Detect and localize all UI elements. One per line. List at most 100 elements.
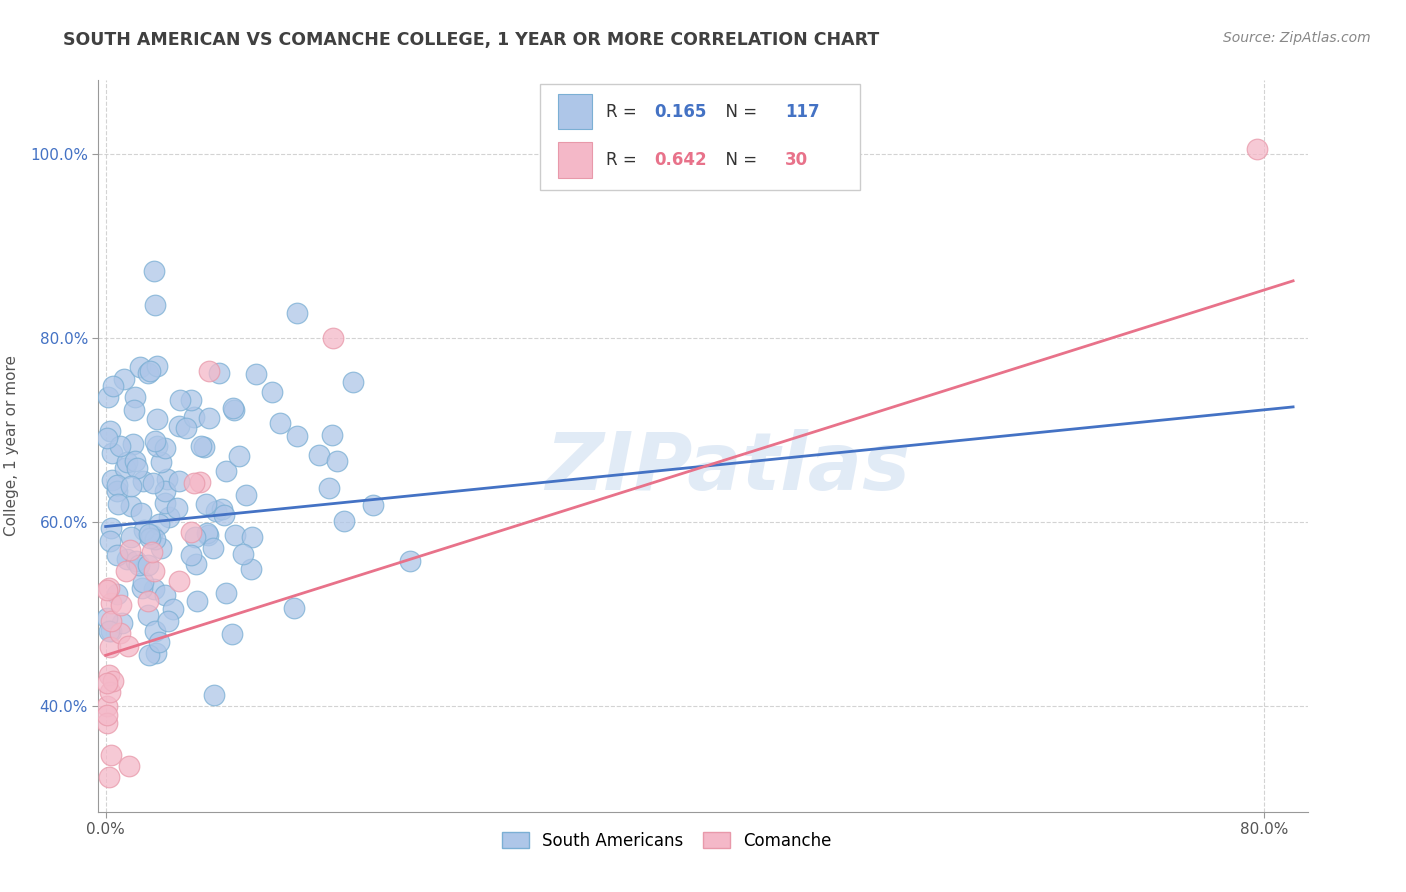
Point xyxy=(285,429,308,443)
Point xyxy=(138,366,160,380)
Point xyxy=(333,515,356,529)
Point xyxy=(211,502,233,516)
Point xyxy=(325,454,347,468)
Point xyxy=(145,439,167,453)
Text: 0.642: 0.642 xyxy=(655,151,707,169)
Point xyxy=(157,510,180,524)
Point xyxy=(153,495,176,509)
Point xyxy=(114,461,136,475)
Point xyxy=(398,554,420,568)
Point xyxy=(228,449,250,463)
Point xyxy=(100,615,122,629)
Point xyxy=(101,446,124,460)
Point xyxy=(198,411,221,425)
Point xyxy=(245,368,267,382)
Point xyxy=(186,593,208,607)
Point xyxy=(115,552,138,566)
Point xyxy=(180,525,202,540)
Point xyxy=(98,685,121,699)
Point xyxy=(112,371,135,385)
Point xyxy=(260,384,283,399)
Text: 30: 30 xyxy=(785,151,808,169)
Point xyxy=(128,558,150,573)
Point xyxy=(98,668,121,682)
FancyBboxPatch shape xyxy=(558,95,592,129)
Point xyxy=(138,648,160,662)
Point xyxy=(222,402,245,417)
Point xyxy=(124,554,146,568)
Point xyxy=(202,541,225,555)
Point xyxy=(100,473,122,487)
Point xyxy=(1246,142,1268,156)
Point xyxy=(108,626,131,640)
Point xyxy=(198,364,221,378)
Point xyxy=(138,558,160,573)
Point xyxy=(318,481,340,495)
Point xyxy=(195,497,218,511)
Point xyxy=(143,532,166,546)
Point xyxy=(239,562,262,576)
Point xyxy=(166,501,188,516)
FancyBboxPatch shape xyxy=(540,84,860,190)
Point xyxy=(322,331,344,345)
Point xyxy=(129,506,152,520)
Point xyxy=(97,390,120,404)
Point xyxy=(131,575,153,590)
Point xyxy=(156,472,179,486)
Point xyxy=(202,689,225,703)
Point xyxy=(321,428,343,442)
Y-axis label: College, 1 year or more: College, 1 year or more xyxy=(4,356,18,536)
Point xyxy=(120,479,142,493)
Point xyxy=(153,587,176,601)
Point xyxy=(103,673,125,688)
Point xyxy=(167,418,190,433)
Point xyxy=(107,497,129,511)
Text: ZIPatlas: ZIPatlas xyxy=(544,429,910,507)
Text: Source: ZipAtlas.com: Source: ZipAtlas.com xyxy=(1223,31,1371,45)
Point xyxy=(221,626,243,640)
Point xyxy=(124,391,146,405)
Text: R =: R = xyxy=(606,151,643,169)
Point xyxy=(361,499,384,513)
Point xyxy=(183,410,205,425)
Point xyxy=(214,464,236,478)
Point xyxy=(156,614,179,628)
Point xyxy=(283,601,305,615)
Point xyxy=(124,453,146,467)
Point xyxy=(188,475,211,490)
Point xyxy=(108,439,131,453)
Point xyxy=(100,596,122,610)
Point xyxy=(183,476,205,491)
Point xyxy=(96,675,118,690)
Point xyxy=(167,474,190,488)
Point xyxy=(97,770,120,784)
Text: R =: R = xyxy=(606,103,643,120)
Point xyxy=(131,581,153,595)
Point xyxy=(96,431,118,445)
Point xyxy=(96,707,118,722)
Point xyxy=(136,607,159,622)
Point xyxy=(148,516,170,531)
Point xyxy=(98,624,121,638)
Point xyxy=(142,582,165,597)
Point xyxy=(153,441,176,455)
Point xyxy=(139,531,162,545)
Point xyxy=(100,747,122,762)
Point xyxy=(146,359,169,373)
Point xyxy=(132,523,155,537)
Point xyxy=(110,599,132,613)
Point xyxy=(141,545,163,559)
Point xyxy=(146,411,169,425)
Point xyxy=(205,504,228,518)
Point xyxy=(224,528,246,542)
Point xyxy=(153,484,176,499)
Point xyxy=(120,500,142,514)
Point xyxy=(143,434,166,449)
Point xyxy=(141,528,163,542)
Point xyxy=(145,647,167,661)
Point xyxy=(105,587,128,601)
Point xyxy=(118,543,141,558)
Point xyxy=(184,530,207,544)
FancyBboxPatch shape xyxy=(558,143,592,178)
Point xyxy=(308,448,330,462)
